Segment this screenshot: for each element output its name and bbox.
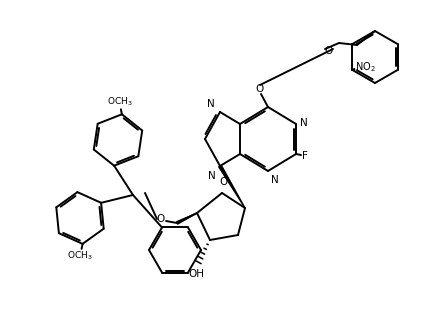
- Text: F: F: [302, 151, 308, 161]
- Text: O: O: [220, 177, 228, 187]
- Text: O: O: [256, 84, 264, 94]
- Text: N: N: [207, 99, 215, 109]
- Text: N: N: [300, 118, 308, 128]
- Polygon shape: [176, 213, 197, 224]
- Text: O: O: [325, 46, 333, 56]
- Text: OCH$_3$: OCH$_3$: [67, 250, 93, 262]
- Text: OCH$_3$: OCH$_3$: [107, 96, 133, 108]
- Text: OH: OH: [188, 269, 204, 279]
- Text: O: O: [157, 214, 165, 224]
- Text: NO$_2$: NO$_2$: [355, 60, 376, 74]
- Text: N: N: [271, 175, 279, 185]
- Text: N: N: [208, 171, 216, 181]
- Polygon shape: [219, 165, 245, 208]
